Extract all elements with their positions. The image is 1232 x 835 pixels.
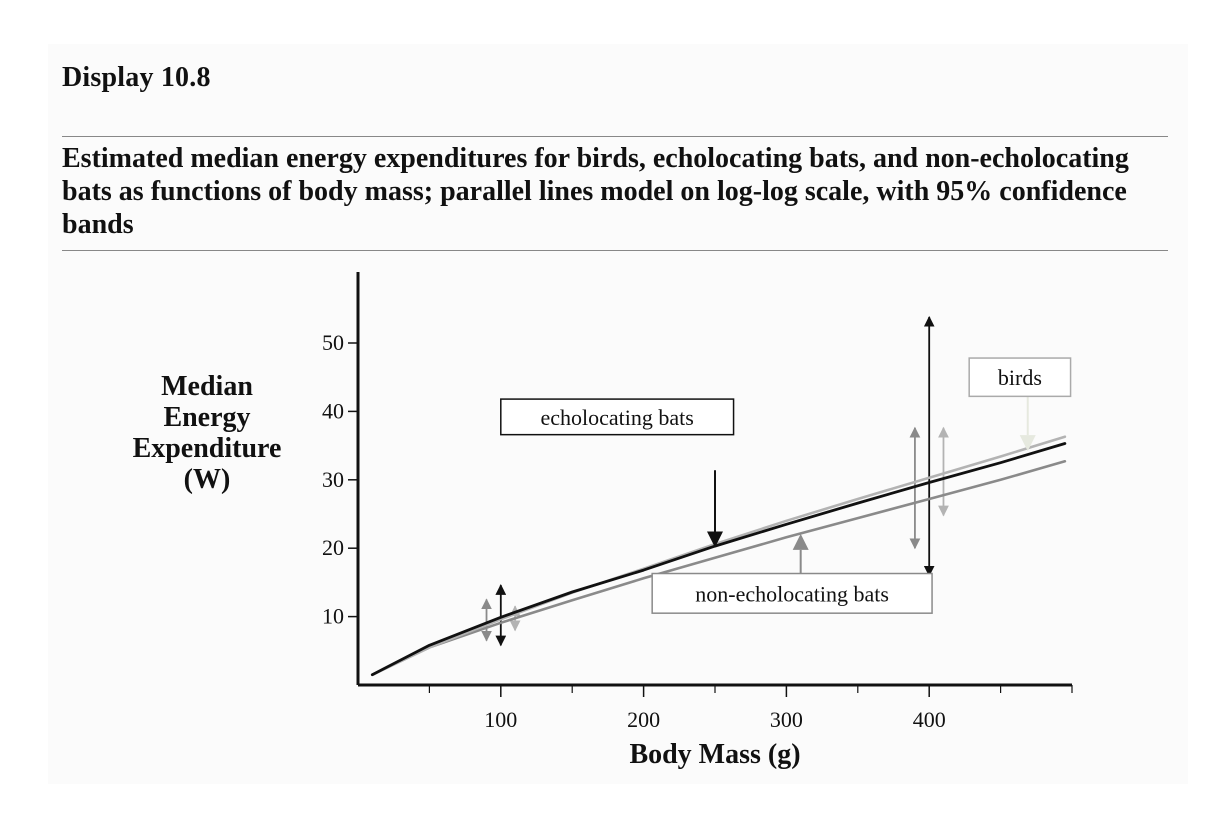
annotations: echolocating bats birds non-echolocating b… <box>500 357 1072 614</box>
y-axis-title-line: Expenditure <box>133 433 282 464</box>
y-axis-title-line: (W) <box>184 464 231 495</box>
x-axis-title: Body Mass (g) <box>629 739 800 770</box>
annotation-label-birds: birds <box>998 365 1042 390</box>
y-axis-title-line: Energy <box>163 402 250 433</box>
y-axis-title: Median Energy Expenditure (W) <box>133 371 282 495</box>
annotation-arrow-head <box>1019 435 1036 452</box>
annotation-box-echolocating <box>500 398 735 436</box>
series-line-echolocating <box>370 442 1067 677</box>
bottom-rule <box>62 250 1168 251</box>
display-label: Display 10.8 <box>62 62 211 93</box>
y-tick-label: 50 <box>322 330 344 355</box>
x-tick-label: 300 <box>770 707 803 732</box>
x-tick-label: 100 <box>484 707 517 732</box>
y-tick-label: 20 <box>322 535 344 560</box>
x-tick-label: 400 <box>913 707 946 732</box>
y-tick-label: 40 <box>322 398 344 423</box>
y-tick-label: 30 <box>322 467 344 492</box>
top-rule <box>62 136 1168 137</box>
series-line-non-echolocating <box>370 459 1067 677</box>
annotation-box-non-echolocating <box>651 572 933 614</box>
y-axis-title-line: Median <box>161 371 253 402</box>
annotation-label-non-echolocating: non-echolocating bats <box>695 581 889 606</box>
series-lines <box>370 435 1067 677</box>
annotation-arrow-head <box>707 531 723 548</box>
y-tick-label: 10 <box>322 604 344 629</box>
figure-caption: Estimated median energy expenditures for… <box>62 143 1129 240</box>
annotation-box-birds <box>968 357 1072 398</box>
annotation-arrow-head <box>792 533 809 550</box>
annotation-label-echolocating: echolocating bats <box>541 405 694 430</box>
x-tick-label: 200 <box>627 707 660 732</box>
axes: 10 20 30 40 50 100 200 300 400 Body Mass (g) Media… <box>133 272 1073 770</box>
